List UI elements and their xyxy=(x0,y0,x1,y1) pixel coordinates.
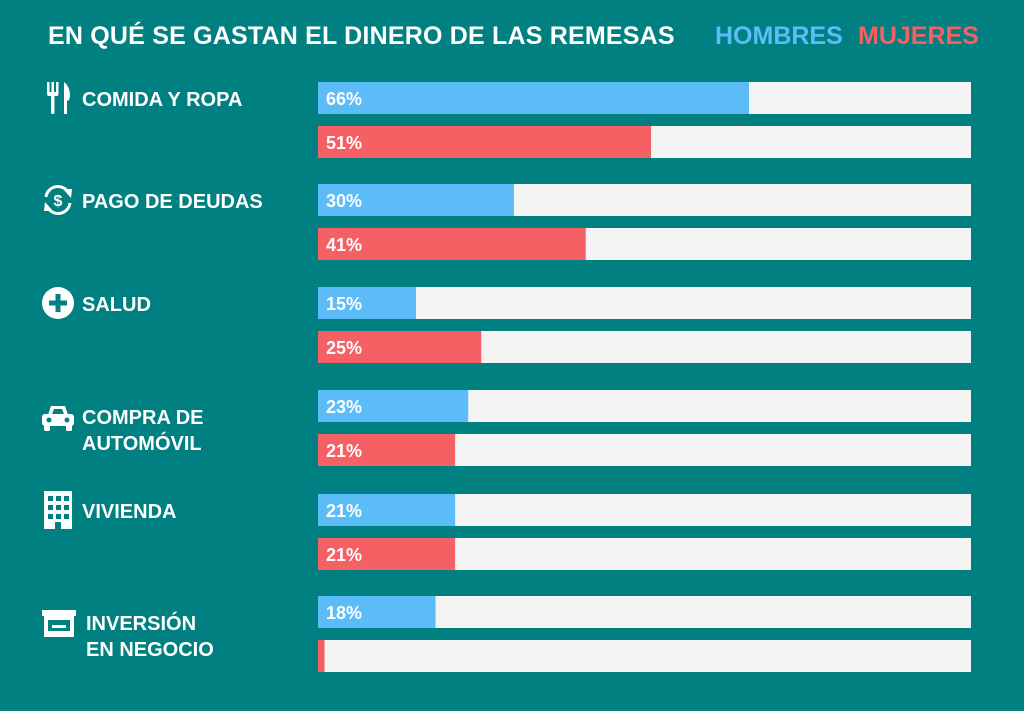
bar-value-label: 21% xyxy=(326,441,362,461)
bar xyxy=(318,538,456,570)
fork-knife-icon xyxy=(47,82,70,114)
category-label: COMPRA DE xyxy=(82,407,203,429)
bar xyxy=(318,184,514,216)
chart-title: EN QUÉ SE GASTAN EL DINERO DE LAS REMESA… xyxy=(48,22,675,50)
bar-value-label: 51% xyxy=(326,133,362,153)
category-label: EN NEGOCIO xyxy=(86,639,214,661)
bar-track xyxy=(318,640,971,672)
bar xyxy=(318,640,325,672)
bar xyxy=(318,494,456,526)
building-icon xyxy=(44,491,72,529)
bar-value-label: 66% xyxy=(326,89,362,109)
category-label: SALUD xyxy=(82,294,151,316)
health-cross-icon xyxy=(42,287,74,319)
bar-value-label: 18% xyxy=(326,603,362,623)
bar xyxy=(318,126,652,158)
svg-text:$: $ xyxy=(54,193,63,210)
bar xyxy=(318,596,436,628)
legend-mujeres: MUJERES xyxy=(858,22,979,50)
bar xyxy=(318,390,469,422)
category-label: COMIDA Y ROPA xyxy=(82,89,242,111)
store-icon xyxy=(42,610,76,637)
category-label: INVERSIÓN xyxy=(86,611,196,635)
category-label: AUTOMÓVIL xyxy=(82,431,202,455)
category-label: PAGO DE DEUDAS xyxy=(82,191,263,213)
car-icon xyxy=(42,406,74,431)
bar-value-label: 41% xyxy=(326,235,362,255)
bar xyxy=(318,228,586,260)
bar-value-label: 21% xyxy=(326,545,362,565)
bar-value-label: 15% xyxy=(326,294,362,314)
bar xyxy=(318,82,749,114)
bar xyxy=(318,434,456,466)
category-label: VIVIENDA xyxy=(82,501,176,523)
bar-value-label: 30% xyxy=(326,191,362,211)
legend-hombres: HOMBRES xyxy=(715,22,843,50)
bar xyxy=(318,287,416,319)
bar xyxy=(318,331,482,363)
bar-value-label: 21% xyxy=(326,501,362,521)
bar-value-label: 25% xyxy=(326,338,362,358)
bar-value-label: 23% xyxy=(326,397,362,417)
dollar-cycle-icon: $ xyxy=(44,185,72,215)
bar-track xyxy=(318,287,971,319)
